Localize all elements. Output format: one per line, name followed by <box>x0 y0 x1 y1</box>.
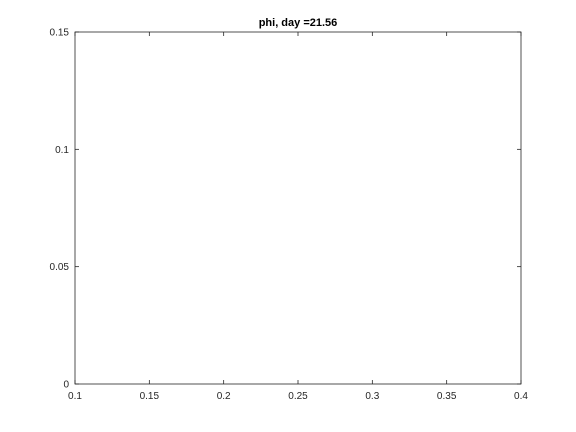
x-tick-label: 0.3 <box>365 391 379 402</box>
x-tick-label: 0.4 <box>514 391 528 402</box>
axes: 0.1 0.15 0.2 0.25 0.3 0.35 0.4 0 0.05 0.1 0.15 <box>50 28 529 403</box>
axes-box <box>74 31 522 385</box>
y-tick-label: 0 <box>63 380 69 391</box>
x-tick-label: 0.15 <box>140 391 160 402</box>
y-tick-label: 0.1 <box>55 145 69 156</box>
x-tick-label: 0.35 <box>437 391 457 402</box>
x-tick-label: 0.1 <box>68 391 82 402</box>
x-tick-label: 0.25 <box>288 391 308 402</box>
y-tick-label: 0.15 <box>50 28 70 39</box>
y-tick-label: 0.05 <box>50 262 70 273</box>
x-tick-label: 0.2 <box>217 391 231 402</box>
chart-title: phi, day =21.56 <box>259 17 338 29</box>
